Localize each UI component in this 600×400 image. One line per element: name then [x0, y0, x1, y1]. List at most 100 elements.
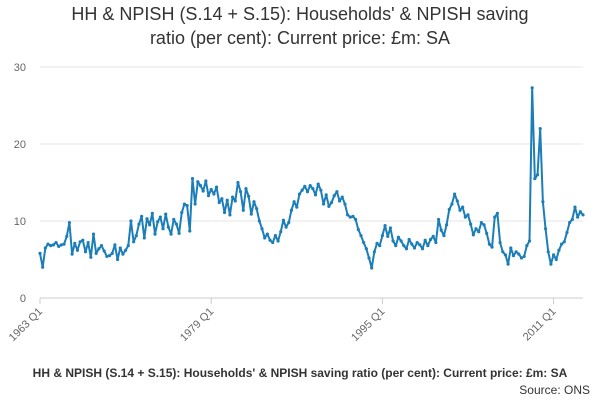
data-point[interactable]	[332, 193, 336, 198]
data-point[interactable]	[271, 240, 275, 245]
data-point[interactable]	[431, 234, 435, 238]
data-point[interactable]	[426, 244, 430, 248]
data-point[interactable]	[551, 253, 556, 257]
data-point[interactable]	[113, 243, 117, 247]
data-point[interactable]	[308, 183, 312, 188]
data-point[interactable]	[343, 202, 347, 206]
data-point[interactable]	[415, 240, 419, 245]
data-point[interactable]	[538, 127, 542, 131]
data-point[interactable]	[578, 210, 582, 214]
data-point[interactable]	[423, 238, 427, 242]
data-point[interactable]	[517, 252, 521, 256]
data-point[interactable]	[439, 228, 443, 232]
data-point[interactable]	[420, 247, 425, 251]
data-point[interactable]	[359, 234, 363, 238]
data-point[interactable]	[428, 237, 433, 242]
data-point[interactable]	[543, 227, 548, 231]
data-point[interactable]	[519, 256, 524, 260]
data-point[interactable]	[490, 245, 494, 249]
data-point[interactable]	[204, 179, 208, 183]
data-point[interactable]	[99, 244, 104, 248]
data-point[interactable]	[375, 241, 379, 245]
data-point[interactable]	[78, 240, 82, 244]
data-point[interactable]	[335, 190, 339, 194]
data-point[interactable]	[220, 197, 224, 201]
data-point[interactable]	[59, 243, 64, 247]
data-point[interactable]	[164, 212, 168, 216]
data-point[interactable]	[549, 262, 553, 266]
data-point[interactable]	[201, 189, 205, 193]
data-point[interactable]	[463, 215, 467, 219]
data-point[interactable]	[182, 202, 187, 206]
data-point[interactable]	[73, 241, 77, 245]
data-point[interactable]	[576, 215, 580, 219]
data-point[interactable]	[404, 247, 409, 251]
data-point[interactable]	[241, 208, 245, 212]
data-point[interactable]	[311, 187, 315, 191]
data-point[interactable]	[383, 224, 387, 228]
data-point[interactable]	[568, 220, 572, 225]
data-point[interactable]	[118, 246, 122, 250]
data-point[interactable]	[230, 195, 235, 199]
data-point[interactable]	[477, 230, 481, 234]
data-point[interactable]	[503, 253, 508, 257]
data-point[interactable]	[180, 210, 184, 215]
data-point[interactable]	[450, 202, 454, 206]
data-point[interactable]	[461, 205, 465, 209]
data-point[interactable]	[471, 233, 475, 237]
data-point[interactable]	[49, 244, 53, 248]
data-point[interactable]	[305, 190, 310, 194]
data-point[interactable]	[530, 86, 534, 90]
data-point[interactable]	[153, 232, 157, 236]
data-point[interactable]	[115, 257, 120, 262]
data-point[interactable]	[388, 226, 393, 230]
data-point[interactable]	[469, 222, 473, 226]
data-point[interactable]	[260, 227, 264, 231]
data-point[interactable]	[396, 235, 401, 239]
data-point[interactable]	[498, 240, 502, 245]
data-point[interactable]	[214, 185, 219, 189]
data-point[interactable]	[380, 234, 384, 238]
data-point[interactable]	[161, 227, 165, 231]
data-point[interactable]	[190, 177, 195, 181]
data-point[interactable]	[562, 240, 566, 244]
data-point[interactable]	[487, 242, 491, 246]
data-point[interactable]	[554, 257, 558, 262]
data-point[interactable]	[51, 243, 55, 247]
data-point[interactable]	[43, 246, 47, 250]
data-point[interactable]	[265, 232, 269, 236]
data-point[interactable]	[268, 238, 272, 242]
data-point[interactable]	[329, 200, 334, 205]
data-point[interactable]	[455, 199, 459, 203]
data-point[interactable]	[244, 187, 248, 191]
data-point[interactable]	[324, 193, 328, 197]
data-point[interactable]	[495, 211, 499, 215]
data-point[interactable]	[129, 219, 133, 223]
data-point[interactable]	[436, 217, 441, 222]
data-point[interactable]	[447, 207, 451, 212]
data-point[interactable]	[233, 199, 237, 203]
data-point[interactable]	[57, 244, 61, 249]
data-point[interactable]	[303, 184, 307, 188]
data-point[interactable]	[313, 193, 318, 197]
data-point[interactable]	[316, 182, 320, 186]
data-point[interactable]	[541, 200, 545, 204]
data-point[interactable]	[402, 244, 406, 248]
data-point[interactable]	[546, 250, 550, 254]
data-point[interactable]	[573, 205, 577, 209]
data-point[interactable]	[458, 208, 462, 212]
data-point[interactable]	[297, 192, 302, 196]
data-point[interactable]	[434, 240, 438, 245]
data-point[interactable]	[346, 213, 350, 217]
data-point[interactable]	[506, 262, 510, 266]
data-point[interactable]	[209, 187, 213, 192]
data-point[interactable]	[560, 242, 564, 246]
data-point[interactable]	[198, 183, 203, 188]
data-point[interactable]	[367, 256, 371, 260]
data-point[interactable]	[289, 208, 294, 212]
data-point[interactable]	[145, 217, 149, 221]
data-point[interactable]	[276, 239, 280, 243]
data-point[interactable]	[399, 239, 403, 243]
data-point[interactable]	[196, 180, 200, 184]
data-point[interactable]	[372, 250, 376, 254]
